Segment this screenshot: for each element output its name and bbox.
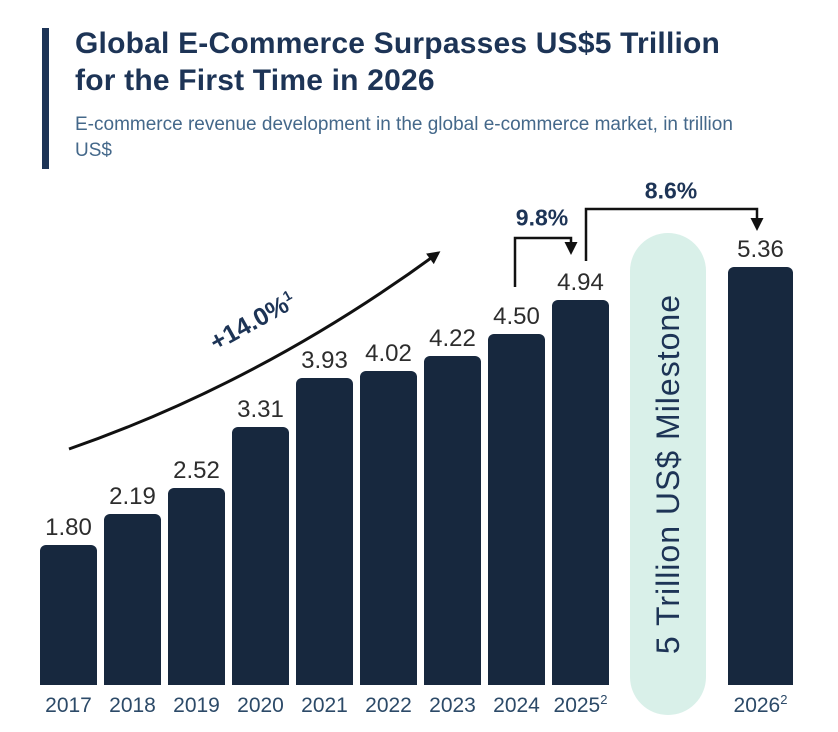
year-label: 2020 xyxy=(237,692,284,718)
bar-value-label: 3.93 xyxy=(301,347,348,374)
year-text: 2026 xyxy=(733,694,781,717)
year-footnote: 2 xyxy=(780,692,788,707)
bar xyxy=(424,356,481,685)
year-label: 2018 xyxy=(109,692,156,718)
year-text: 2023 xyxy=(429,694,476,717)
bar-value-label: 4.02 xyxy=(365,340,412,367)
year-label: 20262 xyxy=(734,692,788,718)
bar-value-label: 2.52 xyxy=(173,457,220,484)
bar-value-label: 2.19 xyxy=(109,483,156,510)
page-subtitle: E-commerce revenue development in the gl… xyxy=(75,114,733,161)
bar xyxy=(296,378,353,685)
bar xyxy=(488,334,545,685)
growth-label-2025: 9.8% xyxy=(515,204,569,231)
year-text: 2020 xyxy=(237,694,284,717)
growth-label-2026: 8.6% xyxy=(644,177,698,204)
year-label: 20252 xyxy=(554,692,608,718)
trend-growth-value: +14.0% xyxy=(205,290,294,357)
page-title: Global E-Commerce Surpasses US$5 Trillio… xyxy=(75,27,721,97)
year-text: 2024 xyxy=(493,694,540,717)
title-accent-bar xyxy=(42,28,49,169)
year-label: 2022 xyxy=(365,692,412,718)
bar-value-label: 1.80 xyxy=(45,514,92,541)
trend-growth-label: +14.0%1 xyxy=(205,287,301,358)
bar xyxy=(552,300,609,685)
year-text: 2017 xyxy=(45,694,92,717)
year-text: 2025 xyxy=(553,694,601,717)
year-text: 2018 xyxy=(109,694,156,717)
year-label: 2021 xyxy=(301,692,348,718)
header: Global E-Commerce Surpasses US$5 Trillio… xyxy=(75,26,755,163)
bar-value-label: 4.50 xyxy=(493,303,540,330)
year-text: 2022 xyxy=(365,694,412,717)
bar xyxy=(728,267,793,685)
bar xyxy=(168,488,225,685)
year-label: 2023 xyxy=(429,692,476,718)
bar xyxy=(104,514,161,685)
year-label: 2019 xyxy=(173,692,220,718)
bar xyxy=(40,545,97,685)
year-label: 2024 xyxy=(493,692,540,718)
year-text: 2019 xyxy=(173,694,220,717)
bar xyxy=(360,371,417,685)
year-footnote: 2 xyxy=(600,692,608,707)
bar-value-label: 3.31 xyxy=(237,396,284,423)
milestone-label: 5 Trillion US$ Milestone xyxy=(649,293,686,655)
bar-value-label: 4.94 xyxy=(557,269,604,296)
year-label: 2017 xyxy=(45,692,92,718)
year-text: 2021 xyxy=(301,694,348,717)
bar-value-label: 4.22 xyxy=(429,325,476,352)
bar-value-label: 5.36 xyxy=(737,236,784,263)
bar xyxy=(232,427,289,685)
milestone-band: 5 Trillion US$ Milestone xyxy=(630,233,706,715)
